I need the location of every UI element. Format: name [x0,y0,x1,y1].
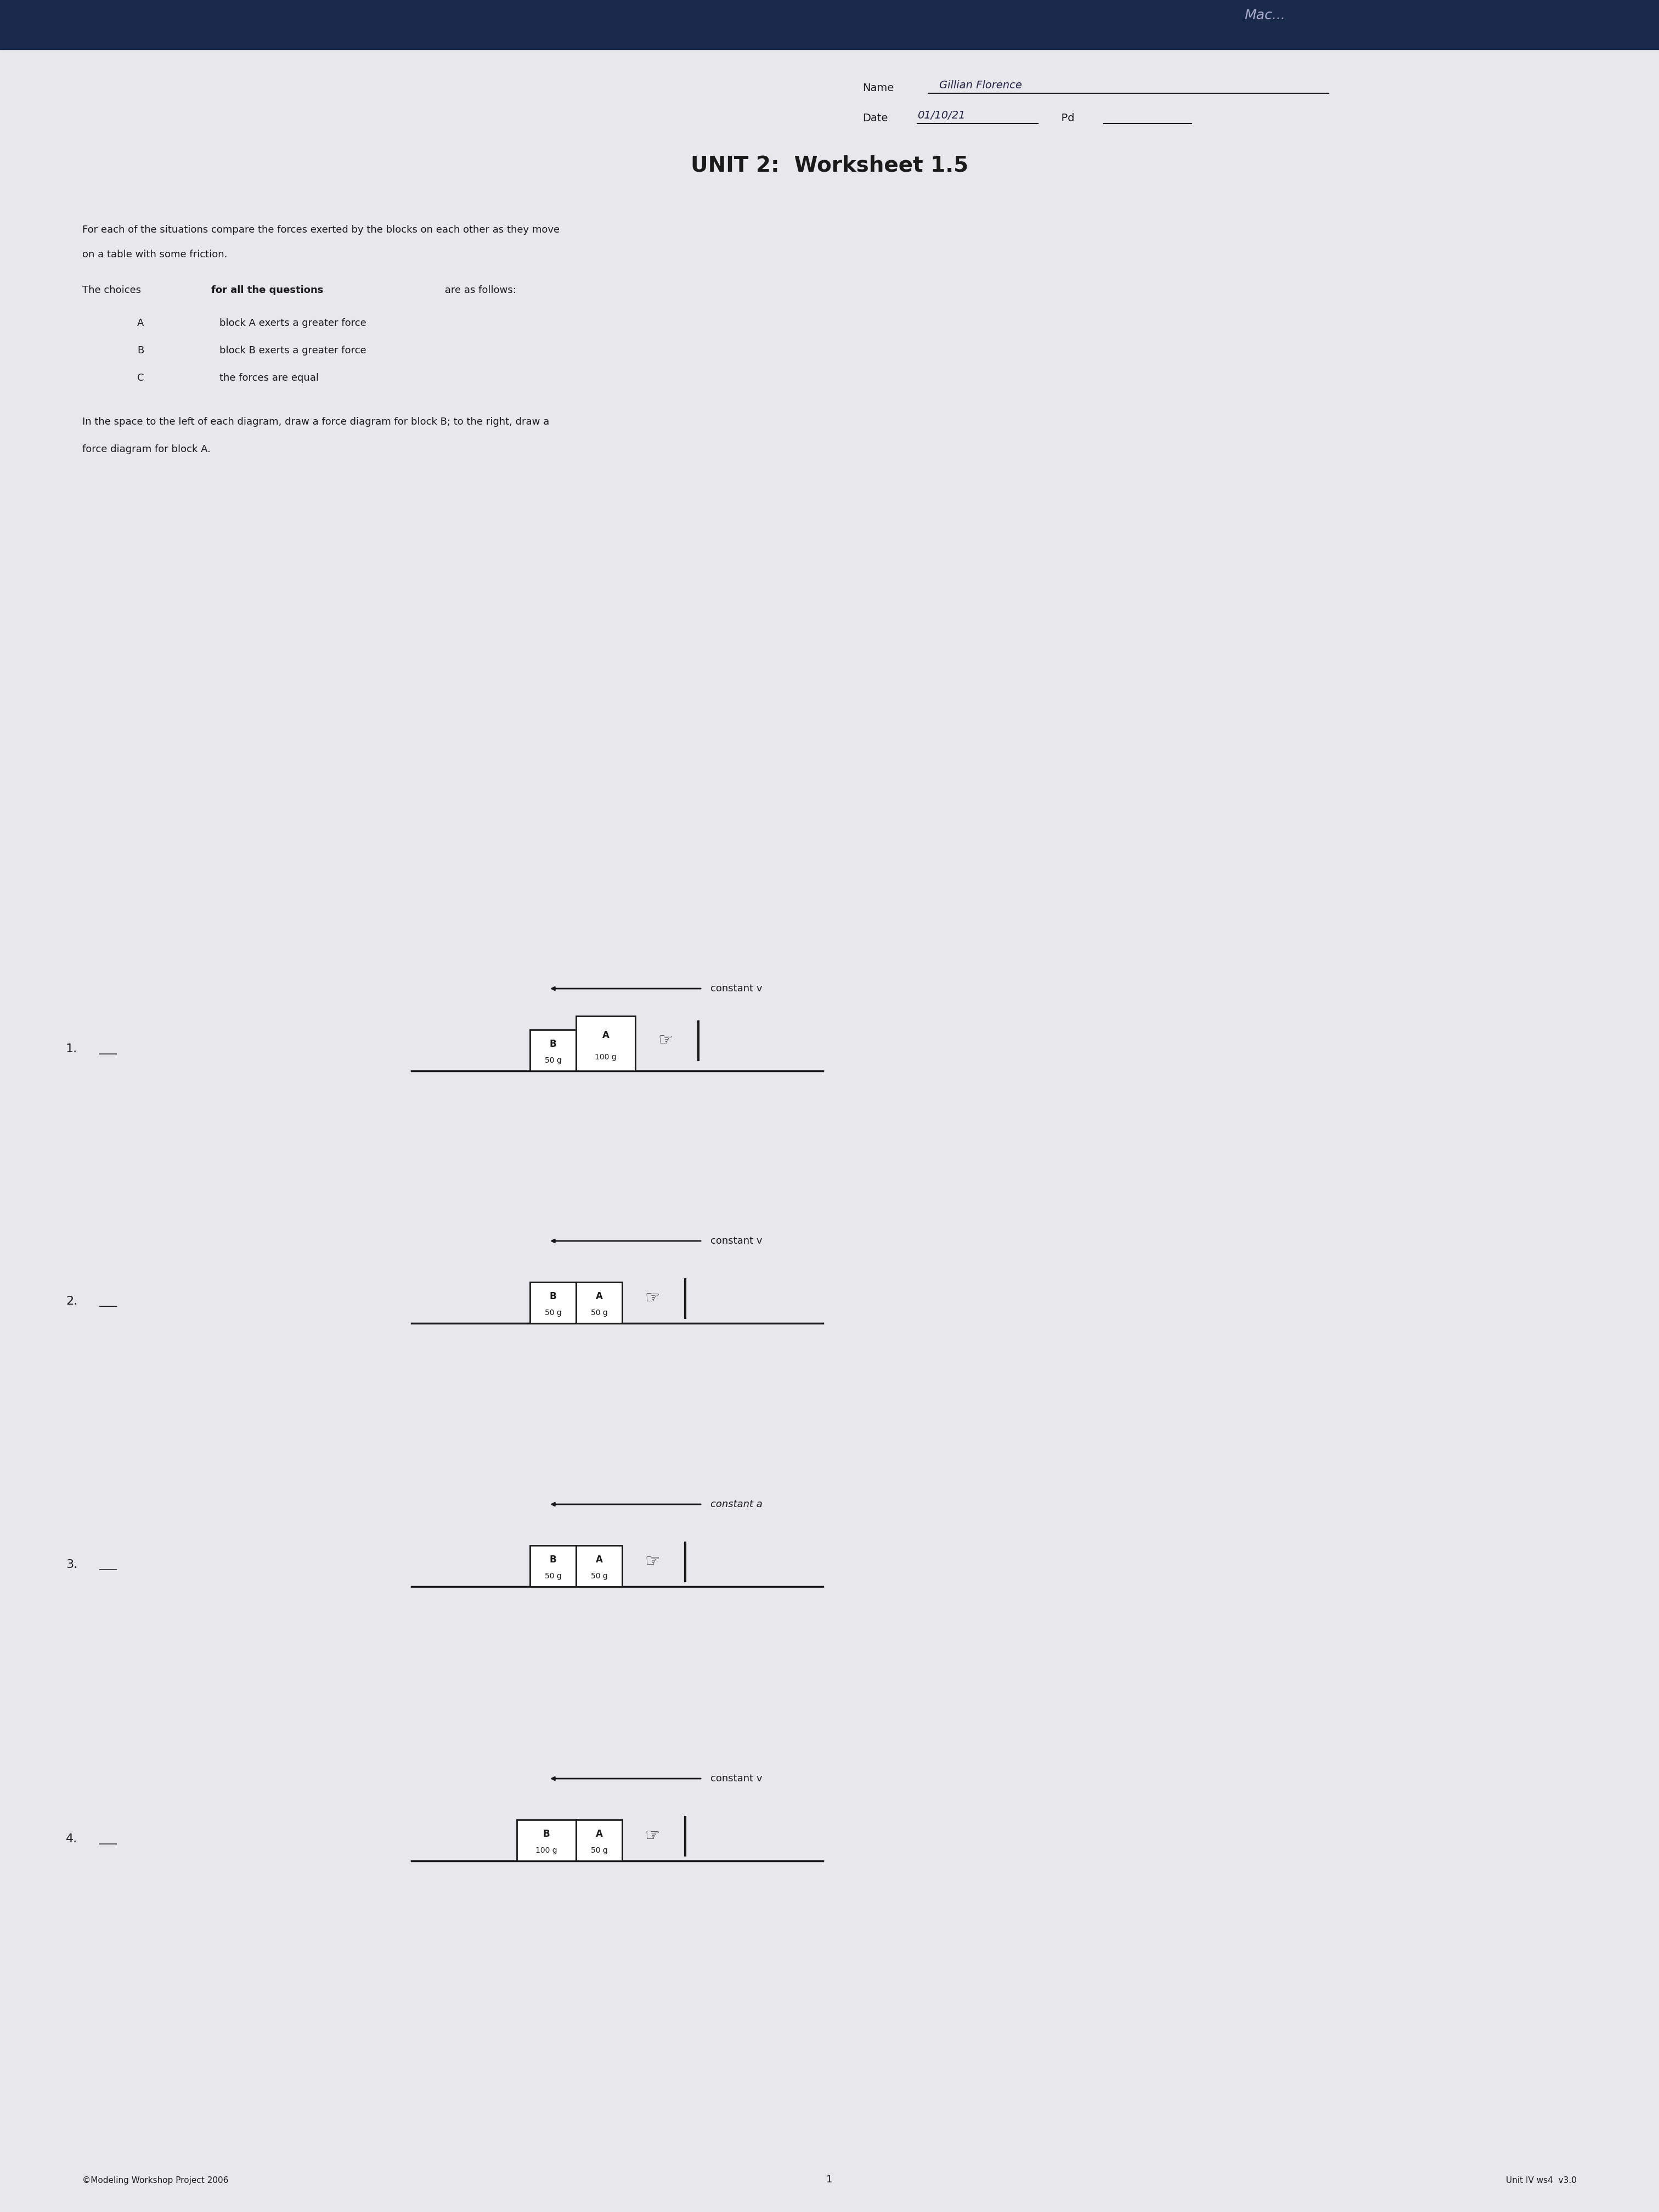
Bar [529,1546,576,1586]
Text: 50 g: 50 g [544,1310,561,1316]
Text: 1: 1 [826,2174,833,2185]
Text: C: C [138,374,144,383]
Text: for all the questions: for all the questions [211,285,324,294]
Text: B: B [549,1292,556,1301]
Text: ___: ___ [100,1044,116,1055]
Text: constant v: constant v [710,1237,761,1245]
Text: The choices: The choices [83,285,144,294]
Text: block A exerts a greater force: block A exerts a greater force [219,319,367,327]
Text: UNIT 2:  Worksheet 1.5: UNIT 2: Worksheet 1.5 [690,155,969,175]
Text: ___: ___ [100,1296,116,1307]
Text: 50 g: 50 g [591,1847,607,1854]
Text: ___: ___ [100,1559,116,1571]
Text: 50 g: 50 g [591,1573,607,1579]
Text: ☞: ☞ [645,1555,660,1571]
Text: 50 g: 50 g [544,1573,561,1579]
Bar [576,1015,635,1071]
Text: 100 g: 100 g [596,1053,617,1062]
Text: A: A [596,1555,602,1564]
Text: B: B [549,1555,556,1564]
Text: B: B [542,1829,549,1838]
Text: A: A [596,1829,602,1838]
Text: 50 g: 50 g [544,1057,561,1064]
Text: ☞: ☞ [659,1033,674,1048]
Text: block B exerts a greater force: block B exerts a greater force [219,345,367,356]
Text: 50 g: 50 g [591,1310,607,1316]
Text: 2.: 2. [66,1296,78,1307]
Text: ☞: ☞ [645,1290,660,1307]
Bar [529,1031,576,1071]
Text: B: B [549,1040,556,1048]
Text: A: A [138,319,144,327]
Text: 01/10/21: 01/10/21 [917,111,966,122]
Text: Name: Name [863,82,894,93]
Bar [576,1283,622,1323]
Text: ___: ___ [100,1834,116,1845]
Bar [529,1283,576,1323]
Bar [576,1546,622,1586]
Bar [518,1820,576,1860]
Bar [576,1820,622,1860]
Text: the forces are equal: the forces are equal [219,374,319,383]
Text: 4.: 4. [66,1834,78,1845]
Text: Pd: Pd [1055,113,1075,124]
Text: constant a: constant a [710,1500,763,1509]
Text: 3.: 3. [66,1559,78,1571]
Text: are as follows:: are as follows: [441,285,516,294]
Text: For each of the situations compare the forces exerted by the blocks on each othe: For each of the situations compare the f… [83,226,559,234]
Text: constant v: constant v [710,1774,761,1783]
Text: ©Modeling Workshop Project 2006: ©Modeling Workshop Project 2006 [83,2177,229,2185]
Text: Date: Date [863,113,888,124]
Text: A: A [602,1031,609,1040]
Text: force diagram for block A.: force diagram for block A. [83,445,211,453]
Text: ☞: ☞ [645,1829,660,1845]
Text: 1.: 1. [66,1044,78,1055]
Bar [0,0,1659,49]
Text: Mac...: Mac... [1244,9,1286,22]
Text: Gillian Florence: Gillian Florence [939,80,1022,91]
Text: In the space to the left of each diagram, draw a force diagram for block B; to t: In the space to the left of each diagram… [83,416,549,427]
Text: Unit IV ws4  v3.0: Unit IV ws4 v3.0 [1506,2177,1576,2185]
Text: B: B [138,345,144,356]
Text: 100 g: 100 g [536,1847,557,1854]
Text: A: A [596,1292,602,1301]
Text: on a table with some friction.: on a table with some friction. [83,250,227,259]
Text: constant v: constant v [710,984,761,993]
